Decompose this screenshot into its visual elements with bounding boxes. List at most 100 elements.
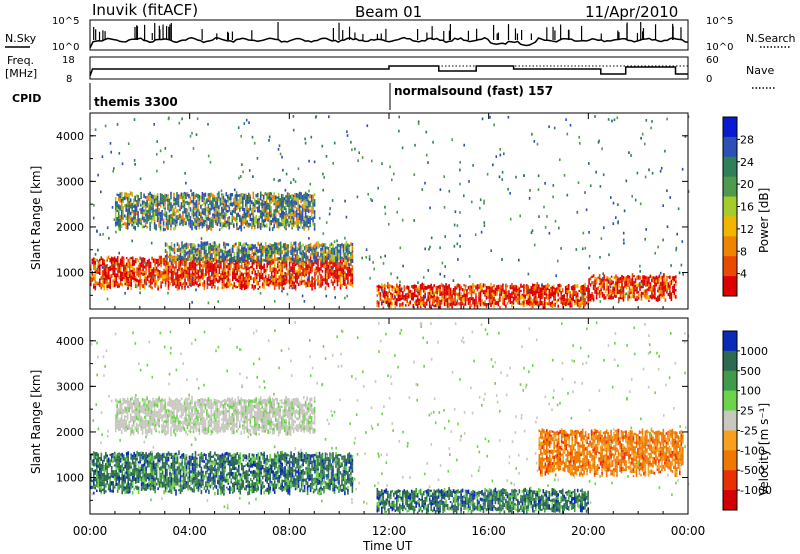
data-cell <box>208 257 210 261</box>
data-cell <box>150 206 153 211</box>
data-cell <box>387 303 389 307</box>
data-cell <box>413 219 415 222</box>
data-cell <box>152 271 155 276</box>
data-cell <box>299 272 301 277</box>
data-cell <box>434 304 437 308</box>
data-cell <box>627 278 629 283</box>
data-cell <box>192 147 195 150</box>
data-cell <box>135 211 138 216</box>
data-cell <box>535 287 537 290</box>
data-cell <box>290 269 292 273</box>
data-cell <box>297 275 300 279</box>
data-cell <box>209 246 212 250</box>
data-cell <box>177 217 180 220</box>
data-cell <box>542 294 545 299</box>
data-cell <box>561 302 564 306</box>
data-cell <box>109 488 111 491</box>
data-cell <box>153 194 156 199</box>
data-cell <box>179 222 181 226</box>
data-cell <box>625 275 628 281</box>
data-cell <box>94 273 97 278</box>
data-cell <box>262 194 265 200</box>
data-cell <box>94 284 97 286</box>
data-cell <box>515 175 517 179</box>
data-cell <box>139 271 141 275</box>
data-cell <box>221 271 224 276</box>
data-cell <box>202 246 204 250</box>
data-cell <box>202 242 204 247</box>
data-cell <box>258 277 261 282</box>
data-cell <box>419 306 422 309</box>
data-cell <box>236 286 239 289</box>
data-cell <box>403 285 406 288</box>
data-cell <box>307 200 310 204</box>
data-cell <box>277 201 280 206</box>
data-cell <box>245 280 248 283</box>
data-cell <box>482 304 485 307</box>
data-cell <box>505 290 507 295</box>
data-cell <box>524 294 527 299</box>
data-cell <box>669 294 671 299</box>
data-cell <box>329 207 331 210</box>
data-cell <box>536 299 539 302</box>
data-cell <box>170 154 173 158</box>
data-cell <box>153 209 156 212</box>
data-cell <box>305 268 307 271</box>
data-cell <box>218 212 220 217</box>
data-cell <box>159 197 162 200</box>
data-cell <box>233 201 235 206</box>
data-cell <box>344 199 346 203</box>
data-cell <box>264 219 266 223</box>
data-cell <box>314 254 316 258</box>
data-cell <box>189 224 192 229</box>
data-cell <box>419 302 422 307</box>
data-cell <box>351 246 354 251</box>
data-cell <box>175 255 177 259</box>
data-cell <box>365 248 368 251</box>
data-cell <box>398 197 400 201</box>
data-cell <box>332 247 334 252</box>
data-cell <box>437 288 440 293</box>
data-cell <box>342 252 345 255</box>
data-cell <box>121 467 123 470</box>
data-cell <box>312 250 315 253</box>
data-cell <box>224 255 227 259</box>
data-cell <box>609 288 611 294</box>
data-cell <box>389 165 391 169</box>
data-cell <box>297 204 299 208</box>
data-cell <box>309 280 312 284</box>
data-cell <box>261 276 264 280</box>
data-cell <box>206 268 209 271</box>
data-cell <box>187 250 189 255</box>
data-cell <box>293 252 295 256</box>
data-cell <box>173 200 175 203</box>
data-cell <box>439 299 441 303</box>
data-cell <box>181 273 183 277</box>
data-cell <box>494 290 497 294</box>
data-cell <box>270 222 272 226</box>
data-cell <box>262 203 265 206</box>
data-cell <box>188 216 190 219</box>
data-cell <box>446 297 449 301</box>
data-cell <box>99 470 101 475</box>
data-cell <box>233 284 236 288</box>
data-cell <box>323 256 325 261</box>
data-cell <box>634 296 637 298</box>
data-cell <box>249 202 252 205</box>
data-cell <box>486 172 489 176</box>
data-cell <box>116 482 119 486</box>
data-cell <box>261 218 263 223</box>
data-cell <box>169 282 171 286</box>
colorbar-tick-label: 28 <box>740 133 754 146</box>
data-cell <box>167 117 170 121</box>
data-cell <box>454 292 456 296</box>
data-cell <box>178 244 180 249</box>
data-cell <box>114 224 117 227</box>
data-cell <box>118 468 120 473</box>
colorbar-swatch <box>723 156 737 178</box>
data-cell <box>171 221 174 225</box>
data-cell <box>106 280 108 285</box>
data-cell <box>141 224 144 229</box>
data-cell <box>254 252 256 256</box>
data-cell <box>616 284 619 287</box>
